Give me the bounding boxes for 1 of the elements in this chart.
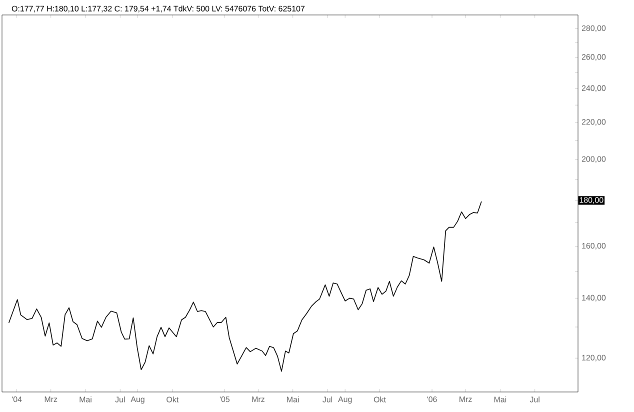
line-series [8, 201, 482, 372]
